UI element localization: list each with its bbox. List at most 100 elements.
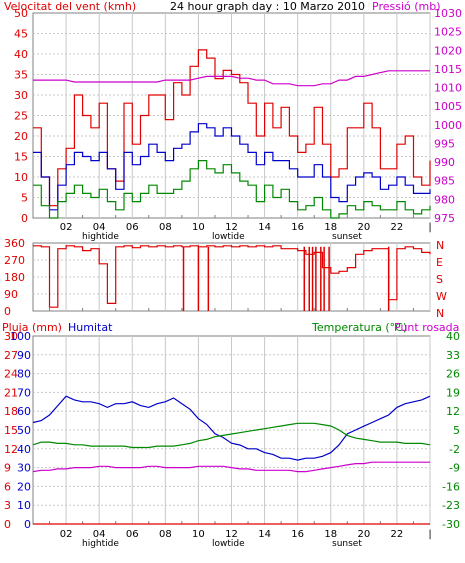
pressure-tick-label-7: 1010 [434,82,462,95]
pressure-tick-label-3: 990 [434,156,455,169]
hightide-label: hightide [82,232,119,242]
rain-x-tick-label-3: 08 [159,529,172,540]
humidity-tick-label-8: 80 [17,368,31,381]
rain-x-tick-label-5: 12 [225,529,238,540]
pressure-line [33,70,430,87]
direction-tick-label-3: 270 [4,254,25,267]
wind-x-tick-label-5: 12 [225,222,238,233]
humidity-tick-label-4: 40 [17,443,31,456]
wind-x-tick-label-9: 20 [357,222,370,233]
temperature-tick-label-7: 19 [446,386,460,399]
humidity-tick-label-2: 20 [17,480,31,493]
pressure-tick-label-4: 995 [434,137,455,150]
humidity-axis-labels: 0 10 20 30 40 50 60 70 80 90 100 [10,330,31,531]
wind-max-line [33,49,431,207]
rain-tick-label-5: 15 [4,424,18,437]
rain-axis-title: Pluja (mm) [2,321,62,334]
wind-tick-label-3: 15 [14,151,28,164]
pressure-tick-label-5: 1000 [434,119,462,132]
compass-label-2: S [436,273,443,286]
rain-x-axis-labels: 02 04 06 08 10 12 14 16 18 20 22 | [60,529,432,540]
rain-x-tick-label-1: 04 [93,529,106,540]
temperature-tick-label-6: 12 [446,405,460,418]
rain-x-tick-label-11: | [428,529,431,540]
rain-tick-label-2: 6 [4,480,11,493]
rain-x-tick-label-8: 18 [324,529,337,540]
humidity-line [32,395,431,461]
wind-tick-label-8: 40 [14,48,28,61]
wind-tick-label-1: 5 [21,192,28,205]
pressure-axis-labels: 975 980 985 990 995 1000 1005 1010 1015 1020 1025 1… [434,7,462,225]
rain-tick-label-8: 24 [4,368,18,381]
rain-x-tick-label-4: 10 [192,529,205,540]
temperature-tick-label-3: -9 [449,462,460,475]
temperature-tick-label-5: 5 [453,424,460,437]
wind-x-tick-label-3: 08 [159,222,172,233]
humidity-tick-label-10: 100 [10,330,31,343]
direction-tick-label-2: 180 [4,271,25,284]
chart-title: 24 hour graph day : 10 Marzo 2010 [170,0,365,13]
wind-direction-series [33,245,431,311]
compass-label-3: W [436,290,447,303]
wind-tick-label-2: 10 [14,171,28,184]
direction-axis-labels: 0 90 180 270 360 [4,237,25,318]
sunset-label: sunset [332,232,362,242]
humidity-tick-label-6: 60 [17,405,31,418]
pressure-axis-title: Pressió (mb) [372,0,441,13]
pressure-tick-label-6: 1005 [434,100,462,113]
dewpoint-axis-title: Punt rosada [394,321,459,334]
temperature-tick-label-2: -16 [442,480,460,493]
wind-axis-labels: 0 5 10 15 20 25 30 35 40 45 50 [14,7,28,225]
temperature-axis-labels: -30 -23 -16 -9 -2 5 12 19 26 33 40 [442,330,460,531]
wind-min-line [33,160,431,219]
wind-tick-label-6: 30 [14,89,28,102]
wind-tick-label-0: 0 [21,212,28,225]
temperature-tick-label-0: -30 [442,518,460,531]
wind-tick-label-4: 20 [14,130,28,143]
humidity-tick-label-1: 10 [17,499,31,512]
pressure-tick-label-0: 975 [434,212,455,225]
temperature-tick-label-8: 26 [446,368,460,381]
rain-axis-labels: 0 3 6 9 12 15 18 21 24 27 30 [4,330,18,531]
compass-label-0: N [436,239,444,252]
rain-tick-label-4: 12 [4,443,18,456]
temperature-tick-label-9: 33 [446,349,460,362]
direction-tick-label-4: 360 [4,237,25,250]
dewpoint-line [32,461,430,473]
wind-x-tick-label-1: 04 [93,222,106,233]
temperature-line [32,422,431,449]
compass-label-1: E [436,256,443,269]
wind-x-tick-label-11: | [428,222,431,233]
rain-tick-label-0: 0 [4,518,11,531]
wind-x-axis-labels: 02 04 06 08 10 12 14 16 18 20 22 | [60,222,432,233]
humidity-tick-label-5: 50 [17,424,31,437]
wind-axis-title: Velocitat del vent (kmh) [4,0,136,13]
rain-x-tick-label-0: 02 [60,529,73,540]
humidity-tick-label-3: 30 [17,462,31,475]
wind-x-tick-label-2: 06 [126,222,139,233]
wind-tick-label-7: 35 [14,69,28,82]
rain-tick-label-10: 30 [4,330,18,343]
pressure-tick-label-2: 985 [434,175,455,188]
rain-tick-label-6: 18 [4,405,18,418]
lowtide-label: lowtide [212,232,245,242]
wind-tick-label-9: 45 [14,28,28,41]
rain-tick-label-9: 27 [4,349,18,362]
sunset-label-bottom: sunset [332,539,362,549]
wind-avg-line [33,123,431,211]
rain-x-tick-label-10: 22 [391,529,404,540]
wind-direction-line [33,245,431,308]
wind-tick-label-10: 50 [14,7,28,20]
wind-x-tick-label-8: 18 [324,222,337,233]
pressure-tick-label-8: 1015 [434,63,462,76]
temperature-axis-title: Temperatura (°C) [311,321,407,334]
temperature-tick-label-10: 40 [446,330,460,343]
rain-tick-label-3: 9 [4,462,11,475]
pressure-tick-label-1: 980 [434,193,455,206]
